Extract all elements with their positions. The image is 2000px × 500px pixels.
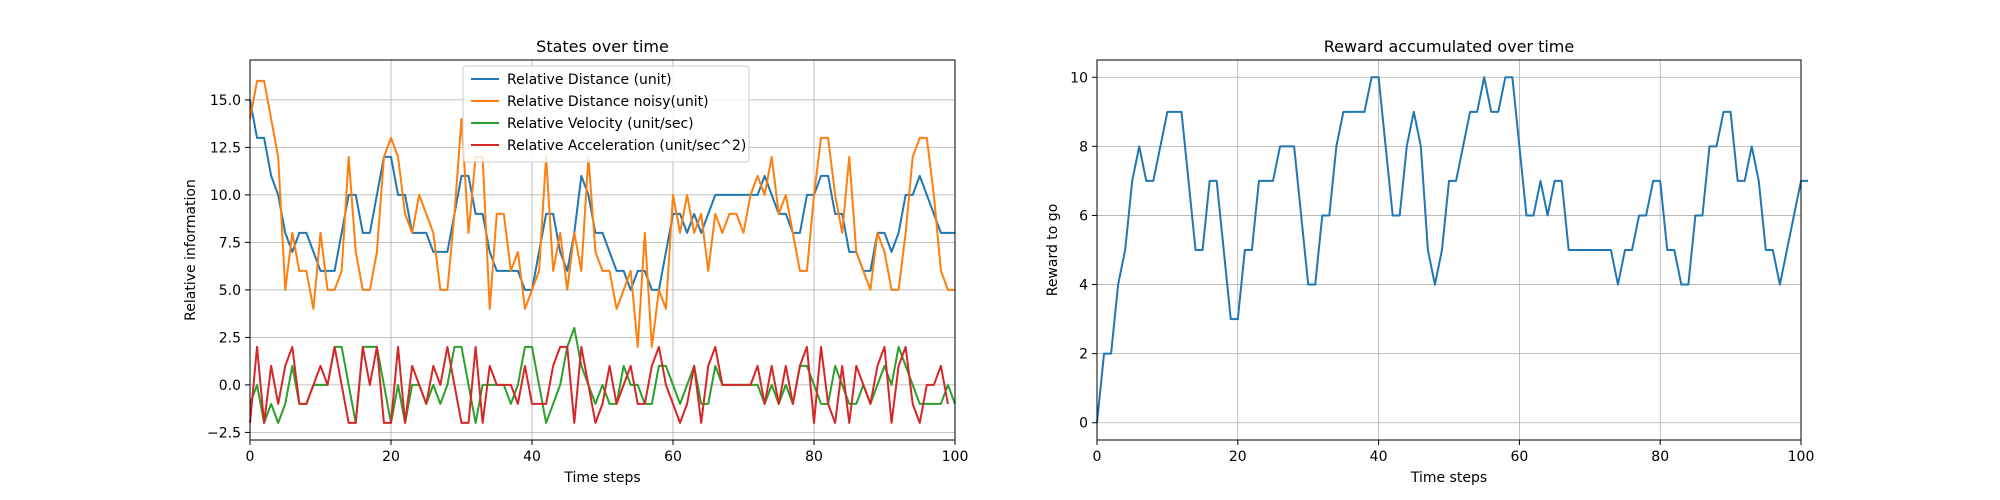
chart2-title: Reward accumulated over time <box>1324 37 1574 56</box>
chart1-ytick-label-4: 7.5 <box>219 235 241 251</box>
chart1-axes-frame <box>249 59 956 441</box>
chart2-series-0-line <box>1096 76 1809 423</box>
chart1-series-2-line <box>249 326 956 424</box>
chart1-legend-label-1: Relative Distance noisy(unit) <box>507 94 709 110</box>
reward-chart: 0 20 40 60 80 100 0 2 4 6 8 10 Reward accumulated ov… <box>1045 37 1814 486</box>
chart2-ylabel: Reward to go <box>1045 204 1061 297</box>
chart1-legend-box <box>462 65 750 163</box>
chart1-xtick-label-0: 0 <box>246 449 255 465</box>
chart2-ytick-label-1: 2 <box>1079 347 1088 363</box>
chart1-ytick-label-5: 10.0 <box>210 188 241 204</box>
chart1-legend-label-3: Relative Acceleration (unit/sec^2) <box>507 138 746 154</box>
chart2-ytick-label-5: 10 <box>1070 70 1088 86</box>
chart2-xtick-label-2: 40 <box>1370 449 1388 465</box>
chart2-xtick-label-5: 100 <box>1788 449 1815 465</box>
chart1-series-0-line <box>249 99 955 291</box>
chart1-series-3-line <box>249 345 949 424</box>
chart2-xtick-label-1: 20 <box>1229 449 1247 465</box>
chart1-xtick-label-3: 60 <box>664 449 682 465</box>
states-chart: 0 20 40 60 80 100 −2.5 0.0 2.5 5.0 7.5 10.0 12.5 15.0… <box>183 37 968 486</box>
chart1-xtick-label-2: 40 <box>523 449 541 465</box>
chart2-xtick-label-3: 60 <box>1510 449 1528 465</box>
chart2-plot-area <box>1097 60 1801 440</box>
chart1-legend-label-2: Relative Velocity (unit/sec) <box>507 116 694 132</box>
chart1-legend-label-0: Relative Distance (unit) <box>507 72 672 88</box>
chart1-ytick-label-6: 12.5 <box>210 140 241 156</box>
chart2-axes-frame <box>1096 59 1802 441</box>
chart1-title: States over time <box>536 37 669 56</box>
chart1-ytick-label-0: −2.5 <box>207 425 241 441</box>
chart1-series-1-line <box>249 79 955 348</box>
chart2-xtick-label-4: 80 <box>1651 449 1669 465</box>
chart2-xlabel: Time steps <box>1410 470 1487 486</box>
chart1-xlabel: Time steps <box>563 470 640 486</box>
chart1-ytick-label-7: 15.0 <box>210 93 241 109</box>
chart1-ytick-label-3: 5.0 <box>219 283 241 299</box>
chart2-xtick-label-0: 0 <box>1093 449 1102 465</box>
chart2-ytick-label-0: 0 <box>1079 416 1088 432</box>
chart1-ylabel: Relative information <box>183 179 199 321</box>
chart1-xtick-label-4: 80 <box>805 449 823 465</box>
chart1-ytick-label-2: 2.5 <box>219 330 241 346</box>
chart2-ytick-label-4: 8 <box>1079 139 1088 155</box>
chart2-ytick-label-2: 4 <box>1079 278 1088 294</box>
chart1-xtick-label-5: 100 <box>942 449 969 465</box>
chart1-ytick-label-1: 0.0 <box>219 378 241 394</box>
chart2-ytick-label-3: 6 <box>1079 208 1088 224</box>
chart1-legend: Relative Distance (unit) Relative Distanc… <box>462 65 750 163</box>
chart1-xtick-label-1: 20 <box>382 449 400 465</box>
